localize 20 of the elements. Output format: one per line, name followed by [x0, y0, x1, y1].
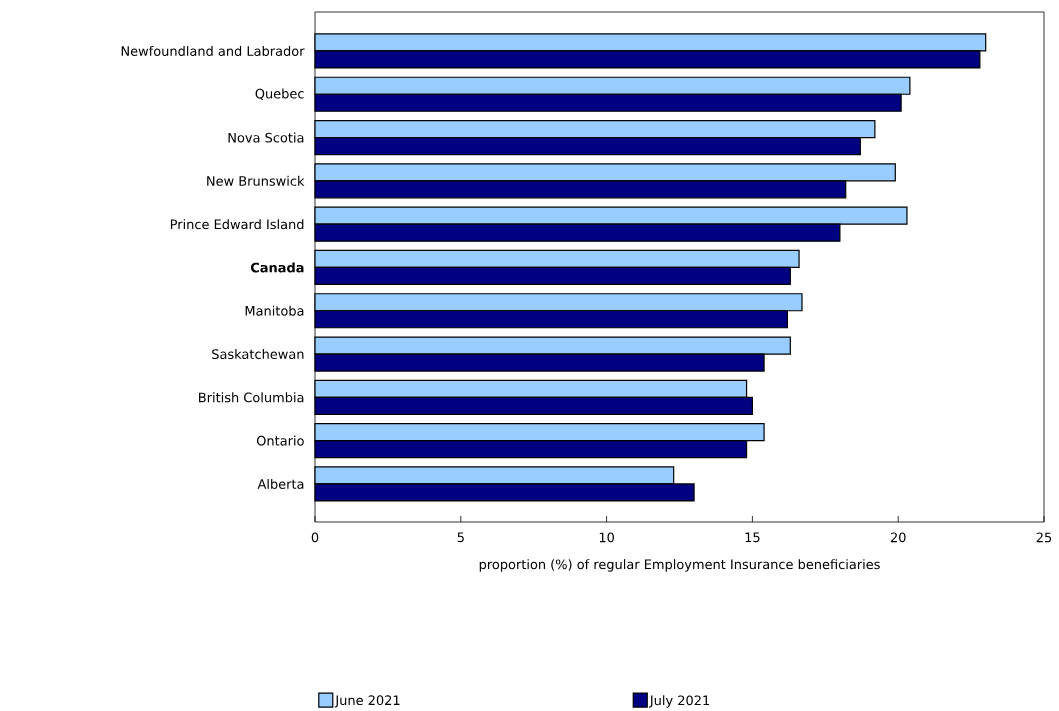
- x-tick-label: 20: [890, 532, 906, 543]
- x-tick-label: 5: [457, 532, 464, 543]
- legend-label: July 2021: [649, 695, 710, 708]
- x-tick-label: 10: [599, 532, 614, 543]
- y-tick-label: Canada: [250, 262, 304, 273]
- y-tick-label: British Columbia: [199, 392, 304, 403]
- x-tick-label: 25: [1036, 532, 1052, 543]
- y-tick-label: New Brunswick: [207, 175, 305, 186]
- y-tick-label: Quebec: [255, 88, 304, 101]
- legend-label: June 2021: [334, 695, 400, 708]
- y-tick-label: Newfoundland and Labrador: [121, 45, 305, 56]
- y-tick-label: Prince Edward Island: [170, 219, 304, 230]
- y-tick-label: Ontario: [256, 435, 304, 446]
- y-tick-label: Alberta: [257, 478, 304, 489]
- x-tick-label: 0: [311, 532, 319, 543]
- y-tick-label: Nova Scotia: [228, 132, 304, 143]
- x-axis-title: proportion (%) of regular Employment Insurance beneficiaries: [479, 559, 880, 572]
- y-tick-label: Saskatchewan: [212, 349, 304, 360]
- x-tick-label: 15: [745, 532, 760, 543]
- y-tick-label: Manitoba: [245, 305, 304, 316]
